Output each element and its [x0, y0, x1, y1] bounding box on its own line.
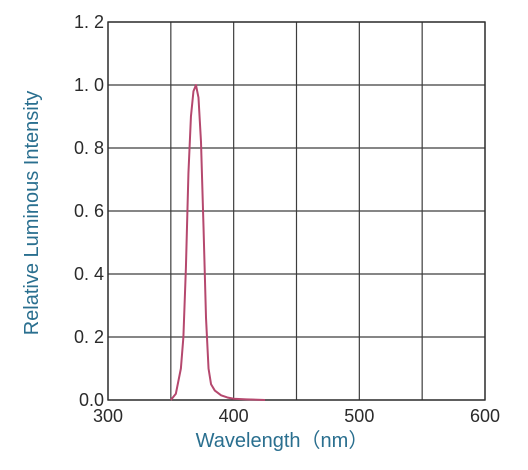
y-tick-label: 0. 8: [74, 138, 104, 158]
y-tick-label: 0. 4: [74, 264, 104, 284]
x-tick-label: 600: [470, 406, 500, 426]
y-tick-label: 0. 6: [74, 201, 104, 221]
x-tick-labels: 300 400 500 600: [93, 406, 500, 426]
y-tick-label: 0.0: [79, 390, 104, 410]
series-layer: [170, 84, 266, 401]
x-tick-label: 300: [93, 406, 123, 426]
x-tick-label: 500: [344, 406, 374, 426]
x-tick-label: 400: [219, 406, 249, 426]
y-axis-title: Relative Luminous Intensity: [21, 91, 43, 336]
y-tick-label: 1. 0: [74, 75, 104, 95]
grid: [107, 21, 486, 401]
x-axis-title: Wavelength（nm）: [196, 429, 369, 452]
y-tick-labels: 0.0 0. 2 0. 4 0. 6 0. 8 1. 0 1. 2: [74, 12, 104, 410]
y-tick-label: 1. 2: [74, 12, 104, 32]
plot-frame: [107, 21, 486, 401]
series-line: [170, 84, 266, 401]
y-tick-label: 0. 2: [74, 327, 104, 347]
plot-border: [107, 21, 486, 401]
